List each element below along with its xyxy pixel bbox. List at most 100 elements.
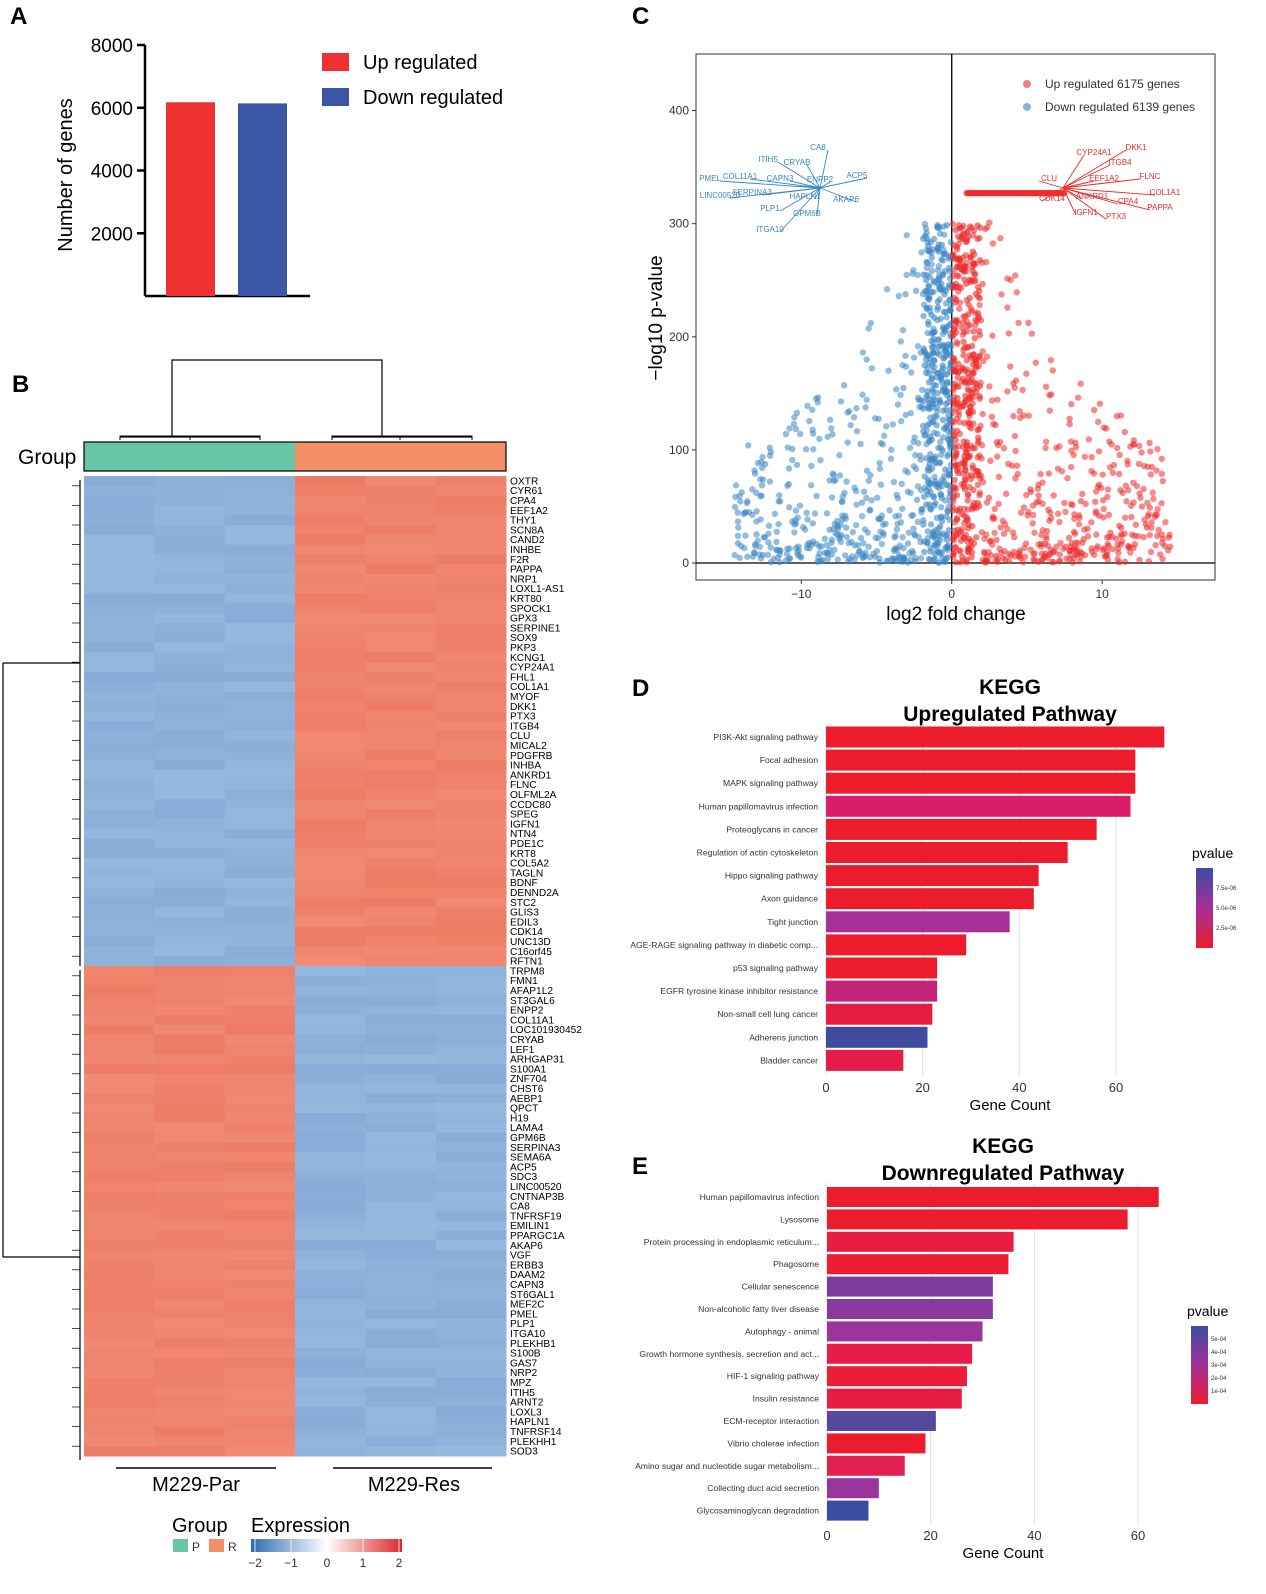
heatmap-cell [154,495,226,506]
heatmap-cell [435,789,507,800]
data-point [821,535,829,542]
heatmap-cell [435,1064,507,1075]
heatmap-cell [224,1416,296,1428]
legend-swatch-r [209,1539,224,1552]
category-label: Non-small cell lung cancer [717,1009,818,1019]
data-point [1138,449,1145,456]
heatmap-cell [365,1113,437,1124]
heatmap-cell [84,936,155,947]
data-point [993,552,1000,560]
heatmap-cell [84,1054,155,1065]
category-label: Human papillomavirus infection [700,1192,820,1202]
data-point [830,477,837,484]
data-point [889,421,897,428]
heatmap-cell [295,701,366,712]
data-point [756,543,764,551]
heatmap-cell [365,1289,437,1300]
heatmap-cell [154,1269,226,1281]
heatmap-cell [435,681,507,693]
heatmap-cell [295,1426,366,1437]
heatmap-cell [295,1446,366,1457]
heatmap-cell [154,1093,226,1104]
heatmap-cell [224,495,296,506]
heatmap-cell [435,897,507,908]
data-point [1140,533,1147,541]
data-point [968,425,975,432]
data-point [1093,531,1100,538]
data-point [974,310,982,317]
data-point [1125,544,1132,551]
data-point [953,515,961,522]
data-point [1019,386,1026,394]
heatmap-cell [84,907,155,918]
data-point [913,496,921,504]
data-point [1042,550,1049,557]
legend-expression-title: Expression [251,1515,350,1537]
legend-tick-label: 7.5e-06 [1216,886,1237,892]
gene-label: ARHGAP31 [510,1055,565,1066]
heatmap-cell [365,505,437,516]
data-point [858,513,866,520]
category-label: Autophagy - animal [745,1326,819,1336]
heatmap-cell [84,681,155,693]
heatmap-cell [84,1260,155,1271]
gene-label: GPM6B [793,209,821,218]
gene-label: MYOF [510,692,539,703]
data-point [946,307,954,314]
heatmap-cell [435,525,507,536]
data-point [899,534,906,541]
data-point [1023,370,1030,377]
heatmap-cell [84,1103,155,1114]
data-point [897,391,904,399]
gene-label: CRYAB [784,158,811,167]
data-point [863,494,870,502]
heatmap-cell [154,623,226,634]
data-point [965,453,973,461]
column-group-par: M229-Par [152,1474,240,1496]
legend-swatch [1023,80,1031,88]
data-point [975,362,982,370]
heatmap-cell [295,642,366,653]
heatmap-cell [435,593,507,604]
heatmap-cell [84,926,155,938]
data-point [960,329,968,336]
data-point [826,416,834,423]
legend-colorbar [1191,1326,1208,1404]
heatmap-cell [435,1162,507,1173]
gene-label: SOX9 [510,633,538,644]
data-point [857,440,864,448]
data-point [853,427,861,435]
data-point [1144,499,1151,507]
heatmap-cell [224,691,296,702]
heatmap-cell [224,554,296,565]
data-point [734,509,741,516]
legend-tick-label: −1 [284,1556,298,1570]
heatmap-cell [365,779,437,791]
heatmap-cell [154,868,226,879]
data-point [1031,557,1039,564]
data-point [967,537,975,545]
data-point [914,343,922,350]
heatmap-cell [435,1044,507,1055]
group-bar-p [84,442,295,471]
data-point [918,506,925,513]
data-point [1148,524,1155,531]
gene-label: AFAP1L2 [510,986,553,997]
data-point [975,468,982,475]
data-point [959,470,966,477]
heatmap-cell [84,1318,155,1330]
heatmap-cell [435,926,507,938]
heatmap-cell [84,485,155,497]
data-point [910,525,917,532]
data-point [1012,447,1019,455]
heatmap-cell [154,642,226,653]
data-point [941,473,948,480]
data-point [1025,508,1032,516]
data-point [839,493,846,500]
data-point [927,451,934,458]
heatmap-cell [84,1269,155,1281]
legend-tick-label: 2.5e-06 [1216,926,1237,932]
gene-label: DENND2A [510,888,559,899]
gene-label: FLNC [1140,172,1161,181]
